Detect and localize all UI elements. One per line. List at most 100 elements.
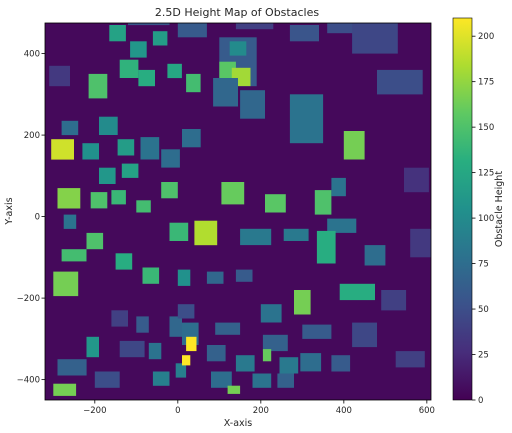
obstacle-cell-7 <box>377 70 423 95</box>
colorbar-label: Obstacle Height <box>494 171 505 247</box>
obstacle-cell-66 <box>302 325 331 339</box>
obstacle-cell-44 <box>327 219 356 233</box>
obstacle-cell-1 <box>178 21 207 37</box>
obstacle-cell-60 <box>111 310 128 326</box>
obstacle-cell-30 <box>141 137 160 159</box>
obstacle-cell-59 <box>261 304 282 322</box>
colorbar-tick-label: 150 <box>478 123 494 133</box>
obstacle-cell-72 <box>207 345 226 361</box>
obstacle-cell-52 <box>53 272 78 297</box>
colorbar-tick-label: 75 <box>478 260 489 270</box>
obstacle-cell-29 <box>122 164 139 178</box>
x-axis-label: X-axis <box>224 418 253 429</box>
obstacle-cell-84 <box>277 374 294 388</box>
y-tick-label: 0 <box>35 213 40 223</box>
obstacle-cell-65 <box>263 335 288 351</box>
obstacle-cell-13 <box>167 64 182 78</box>
obstacle-cell-28 <box>99 168 116 184</box>
obstacle-cell-31 <box>161 149 180 167</box>
x-tick-label: 200 <box>253 406 269 416</box>
obstacle-cell-39 <box>265 194 286 212</box>
obstacle-cell-40 <box>194 221 217 246</box>
obstacle-cell-69 <box>87 337 100 357</box>
obstacle-cell-23 <box>62 121 79 135</box>
colorbar-ticks: 0 25 50 75 100 125 150 175 200 <box>472 32 494 406</box>
plot-area <box>45 1 431 400</box>
obstacle-cell-42 <box>240 229 271 245</box>
obstacle-cell-58 <box>340 284 375 300</box>
obstacle-cell-87 <box>381 290 406 310</box>
obstacle-cell-19 <box>213 78 238 107</box>
obstacle-cell-37 <box>136 200 151 212</box>
y-axis-ticks: −400 −200 0 200 400 <box>17 50 45 386</box>
obstacle-cell-22 <box>344 131 365 160</box>
obstacle-cell-43 <box>284 229 309 241</box>
obstacle-cell-36 <box>111 190 126 204</box>
obstacle-cell-85 <box>53 384 76 396</box>
obstacle-cell-73 <box>263 349 271 361</box>
obstacle-cell-35 <box>91 192 108 208</box>
obstacle-cell-82 <box>228 386 241 394</box>
obstacle-cell-67 <box>352 323 377 348</box>
obstacle-cell-74 <box>236 355 255 371</box>
obstacle-cell-4 <box>290 25 319 41</box>
x-tick-label: 400 <box>336 406 352 416</box>
obstacle-cell-32 <box>161 182 178 198</box>
obstacle-cell-83 <box>253 374 272 388</box>
obstacle-cell-92 <box>178 304 195 318</box>
obstacle-cell-64 <box>215 323 240 335</box>
obstacle-cell-75 <box>280 357 299 373</box>
x-axis-ticks: −200 0 200 400 600 <box>83 400 435 416</box>
colorbar-tick-label: 175 <box>478 78 494 88</box>
x-tick-label: 600 <box>419 406 435 416</box>
chart-title: 2.5D Height Map of Obstacles <box>155 6 319 19</box>
obstacle-cell-71 <box>149 343 162 359</box>
y-tick-label: 400 <box>24 50 40 60</box>
obstacle-cell-61 <box>136 316 149 332</box>
obstacle-cell-45 <box>315 190 332 215</box>
x-tick-label: 0 <box>175 406 180 416</box>
obstacle-cell-8 <box>109 25 126 41</box>
obstacle-cell-79 <box>95 372 120 388</box>
obstacle-cell-38 <box>221 182 244 204</box>
obstacle-cell-80 <box>153 372 170 386</box>
obstacle-cell-89 <box>404 168 429 193</box>
obstacle-cell-49 <box>62 249 87 261</box>
obstacle-cell-46 <box>331 178 346 196</box>
obstacle-cell-27 <box>51 139 74 159</box>
obstacle-cell-50 <box>87 233 104 249</box>
obstacle-cell-78 <box>58 359 87 375</box>
obstacle-cell-12 <box>138 70 155 86</box>
obstacle-cell-11 <box>120 60 139 78</box>
obstacle-cell-91 <box>64 215 76 229</box>
obstacle-cell-94 <box>182 355 190 365</box>
obstacle-cell-53 <box>143 268 160 284</box>
obstacle-cell-86 <box>176 363 186 377</box>
obstacle-cell-56 <box>236 270 253 282</box>
obstacle-cell-55 <box>207 272 224 284</box>
colorbar-tick-label: 100 <box>478 214 494 224</box>
obstacle-cell-6 <box>352 17 398 54</box>
colorbar-tick-label: 50 <box>478 305 489 315</box>
y-tick-label: −400 <box>17 376 40 386</box>
obstacle-cell-33 <box>182 129 201 147</box>
obstacle-cell-81 <box>211 372 232 388</box>
y-axis-label: Y-axis <box>4 197 15 225</box>
colorbar-tick-label: 0 <box>478 396 483 406</box>
obstacle-cell-21 <box>290 94 323 143</box>
obstacle-cell-54 <box>178 270 191 286</box>
obstacle-cell-48 <box>365 245 386 265</box>
obstacle-cell-57 <box>294 290 311 315</box>
obstacle-cell-26 <box>118 139 135 155</box>
obstacle-cell-93 <box>186 337 196 351</box>
obstacle-cell-68 <box>396 351 425 367</box>
obstacle-cell-14 <box>89 74 108 99</box>
y-tick-label: 200 <box>24 131 40 141</box>
obstacle-cell-9 <box>130 41 147 57</box>
obstacle-cell-88 <box>410 229 431 257</box>
colorbar <box>453 18 472 400</box>
y-tick-label: −200 <box>17 294 40 304</box>
x-tick-label: −200 <box>83 406 106 416</box>
obstacle-cell-15 <box>186 74 201 92</box>
